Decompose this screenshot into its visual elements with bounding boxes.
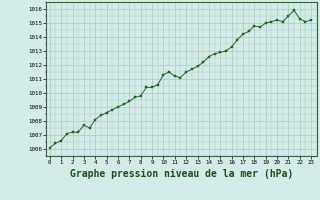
X-axis label: Graphe pression niveau de la mer (hPa): Graphe pression niveau de la mer (hPa)	[70, 169, 293, 179]
